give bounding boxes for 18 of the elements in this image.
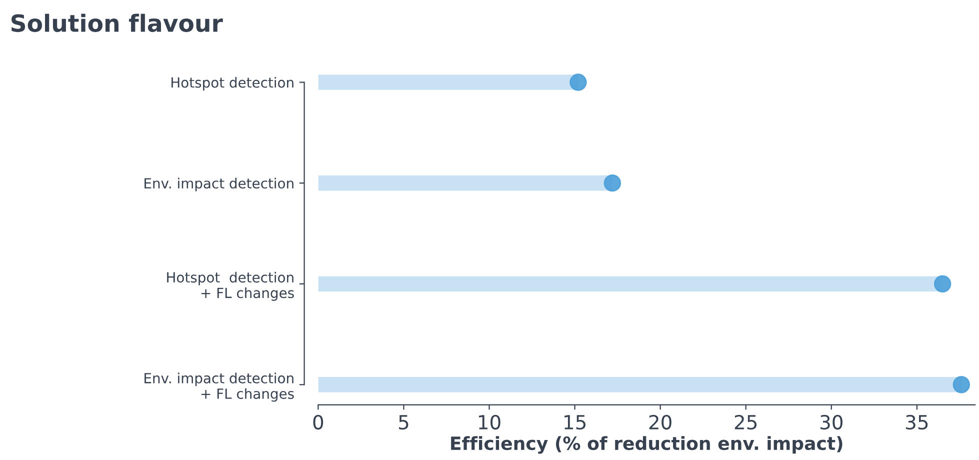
point — [604, 174, 622, 192]
x-axis-title: Efficiency (% of reduction env. impact) — [451, 436, 842, 454]
point — [952, 376, 970, 394]
x-tick-label: 15 — [564, 415, 586, 430]
text: Solution flavour — [11, 14, 223, 32]
x-tick-label: 10 — [479, 414, 500, 430]
y-tick-label: Hotspot detection + FL changes — [167, 272, 294, 301]
point — [934, 275, 952, 292]
point — [570, 74, 587, 91]
y-tick-label: Env. impact detection — [144, 178, 294, 192]
x-tick-label: 20 — [649, 414, 672, 430]
x-tick-label: 0 — [313, 414, 324, 430]
x-tick-label: 5 — [399, 415, 408, 430]
x-tick-label: 35 — [906, 414, 928, 430]
y-tick-label: Hotspot detection — [172, 77, 294, 90]
y-tick-label: Env. impact detection + FL changes — [144, 372, 294, 402]
x-tick-label: 30 — [820, 414, 842, 430]
x-tick-label: 25 — [734, 414, 757, 430]
